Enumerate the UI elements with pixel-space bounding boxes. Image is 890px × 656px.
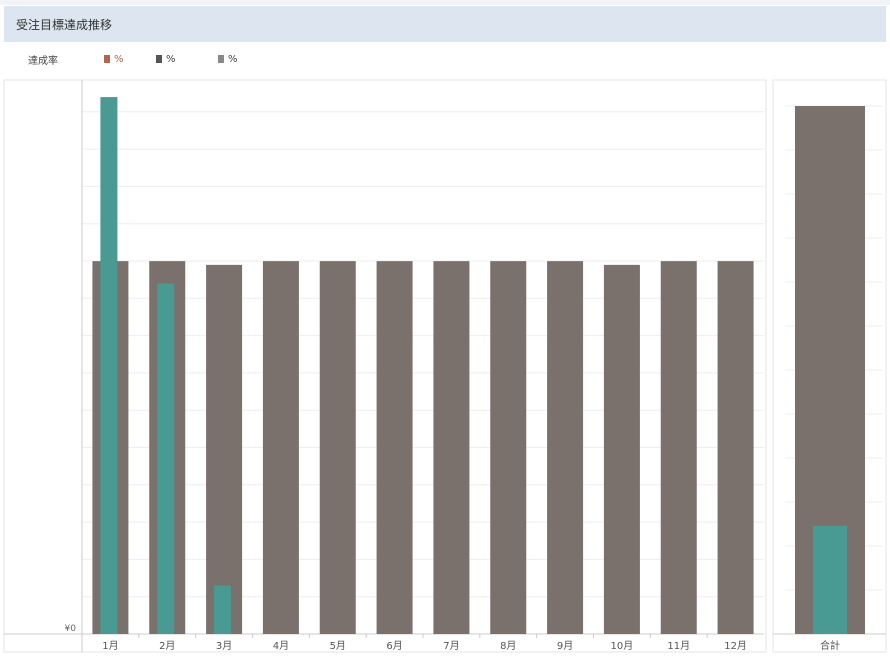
legend-item-text: % bbox=[114, 54, 124, 65]
x-tick-label: 4月 bbox=[273, 640, 289, 652]
actual-bar[interactable] bbox=[214, 585, 232, 634]
x-tick-label: 6月 bbox=[386, 640, 402, 652]
actual-bar[interactable] bbox=[100, 97, 118, 635]
x-tick-label: 11月 bbox=[667, 640, 690, 652]
x-tick-label: 合計 bbox=[820, 639, 840, 652]
x-tick-label: 8月 bbox=[500, 640, 516, 652]
target-bar[interactable] bbox=[206, 264, 243, 634]
actual-bar[interactable] bbox=[157, 283, 175, 634]
chart-header: 受注目標達成推移 bbox=[4, 6, 886, 42]
target-bar[interactable] bbox=[660, 261, 697, 634]
legend: 達成率 % % % bbox=[0, 48, 890, 72]
legend-item[interactable]: % bbox=[218, 54, 238, 65]
x-tick-label: 2月 bbox=[159, 640, 175, 652]
legend-swatch bbox=[218, 55, 224, 63]
x-tick-label: 1月 bbox=[102, 640, 118, 652]
chart-title: 受注目標達成推移 bbox=[16, 18, 113, 32]
legend-item-text: % bbox=[166, 54, 176, 65]
main-panel-frame bbox=[3, 79, 767, 653]
target-bar[interactable] bbox=[547, 261, 584, 634]
target-bar[interactable] bbox=[717, 261, 754, 634]
target-bar[interactable] bbox=[376, 261, 413, 634]
target-bar[interactable] bbox=[262, 261, 299, 634]
x-tick-label: 12月 bbox=[724, 640, 747, 652]
x-tick-label: 5月 bbox=[330, 640, 346, 652]
actual-bar[interactable] bbox=[813, 525, 847, 634]
x-tick-label: 9月 bbox=[557, 640, 573, 652]
legend-item[interactable]: % bbox=[104, 54, 124, 65]
legend-item-text: % bbox=[228, 54, 238, 65]
target-bar[interactable] bbox=[490, 261, 527, 634]
total-panel-frame bbox=[772, 79, 887, 653]
y-tick-label: ¥0 bbox=[65, 624, 77, 634]
legend-item[interactable]: % bbox=[156, 54, 176, 65]
x-tick-label: 10月 bbox=[611, 640, 634, 652]
legend-label: 達成率 bbox=[28, 56, 58, 67]
x-tick-label: 3月 bbox=[216, 640, 232, 652]
legend-swatch bbox=[156, 55, 162, 63]
legend-swatch bbox=[104, 55, 110, 63]
target-bar[interactable] bbox=[433, 261, 470, 634]
target-bar[interactable] bbox=[319, 261, 356, 634]
target-bar[interactable] bbox=[603, 264, 640, 634]
top-border bbox=[0, 0, 890, 5]
x-tick-label: 7月 bbox=[443, 640, 459, 652]
